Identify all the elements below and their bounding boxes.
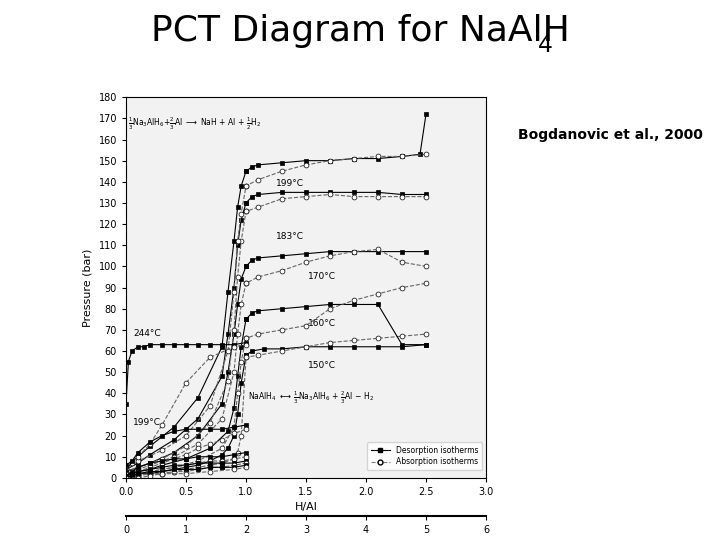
Text: 150°C: 150°C — [308, 361, 336, 370]
Text: PCT Diagram for NaAlH: PCT Diagram for NaAlH — [150, 14, 570, 48]
Text: NaAlH$_4$ $\longleftrightarrow$ $\frac{1}{3}$Na$_3$AlH$_6$ + $\frac{2}{3}$Al $-$: NaAlH$_4$ $\longleftrightarrow$ $\frac{1… — [248, 389, 374, 406]
Text: 199°C: 199°C — [133, 418, 161, 427]
Text: 160°C: 160°C — [308, 319, 336, 328]
Y-axis label: Pressure (bar): Pressure (bar) — [83, 248, 93, 327]
Text: Bogdanovic et al., 2000: Bogdanovic et al., 2000 — [518, 128, 703, 142]
Text: 183°C: 183°C — [276, 232, 304, 241]
Text: 199°C: 199°C — [276, 179, 304, 188]
Legend: Desorption isotherms, Absorption isotherms: Desorption isotherms, Absorption isother… — [366, 442, 482, 470]
X-axis label: H/Al: H/Al — [294, 503, 318, 512]
Text: 244°C: 244°C — [133, 329, 161, 338]
Text: $\frac{1}{3}$Na$_3$AlH$_6$+$\frac{2}{3}$Al $\longrightarrow$ NaH + Al + $\frac{1: $\frac{1}{3}$Na$_3$AlH$_6$+$\frac{2}{3}$… — [128, 116, 261, 132]
Text: 4: 4 — [538, 33, 552, 57]
Text: 170°C: 170°C — [308, 272, 336, 281]
